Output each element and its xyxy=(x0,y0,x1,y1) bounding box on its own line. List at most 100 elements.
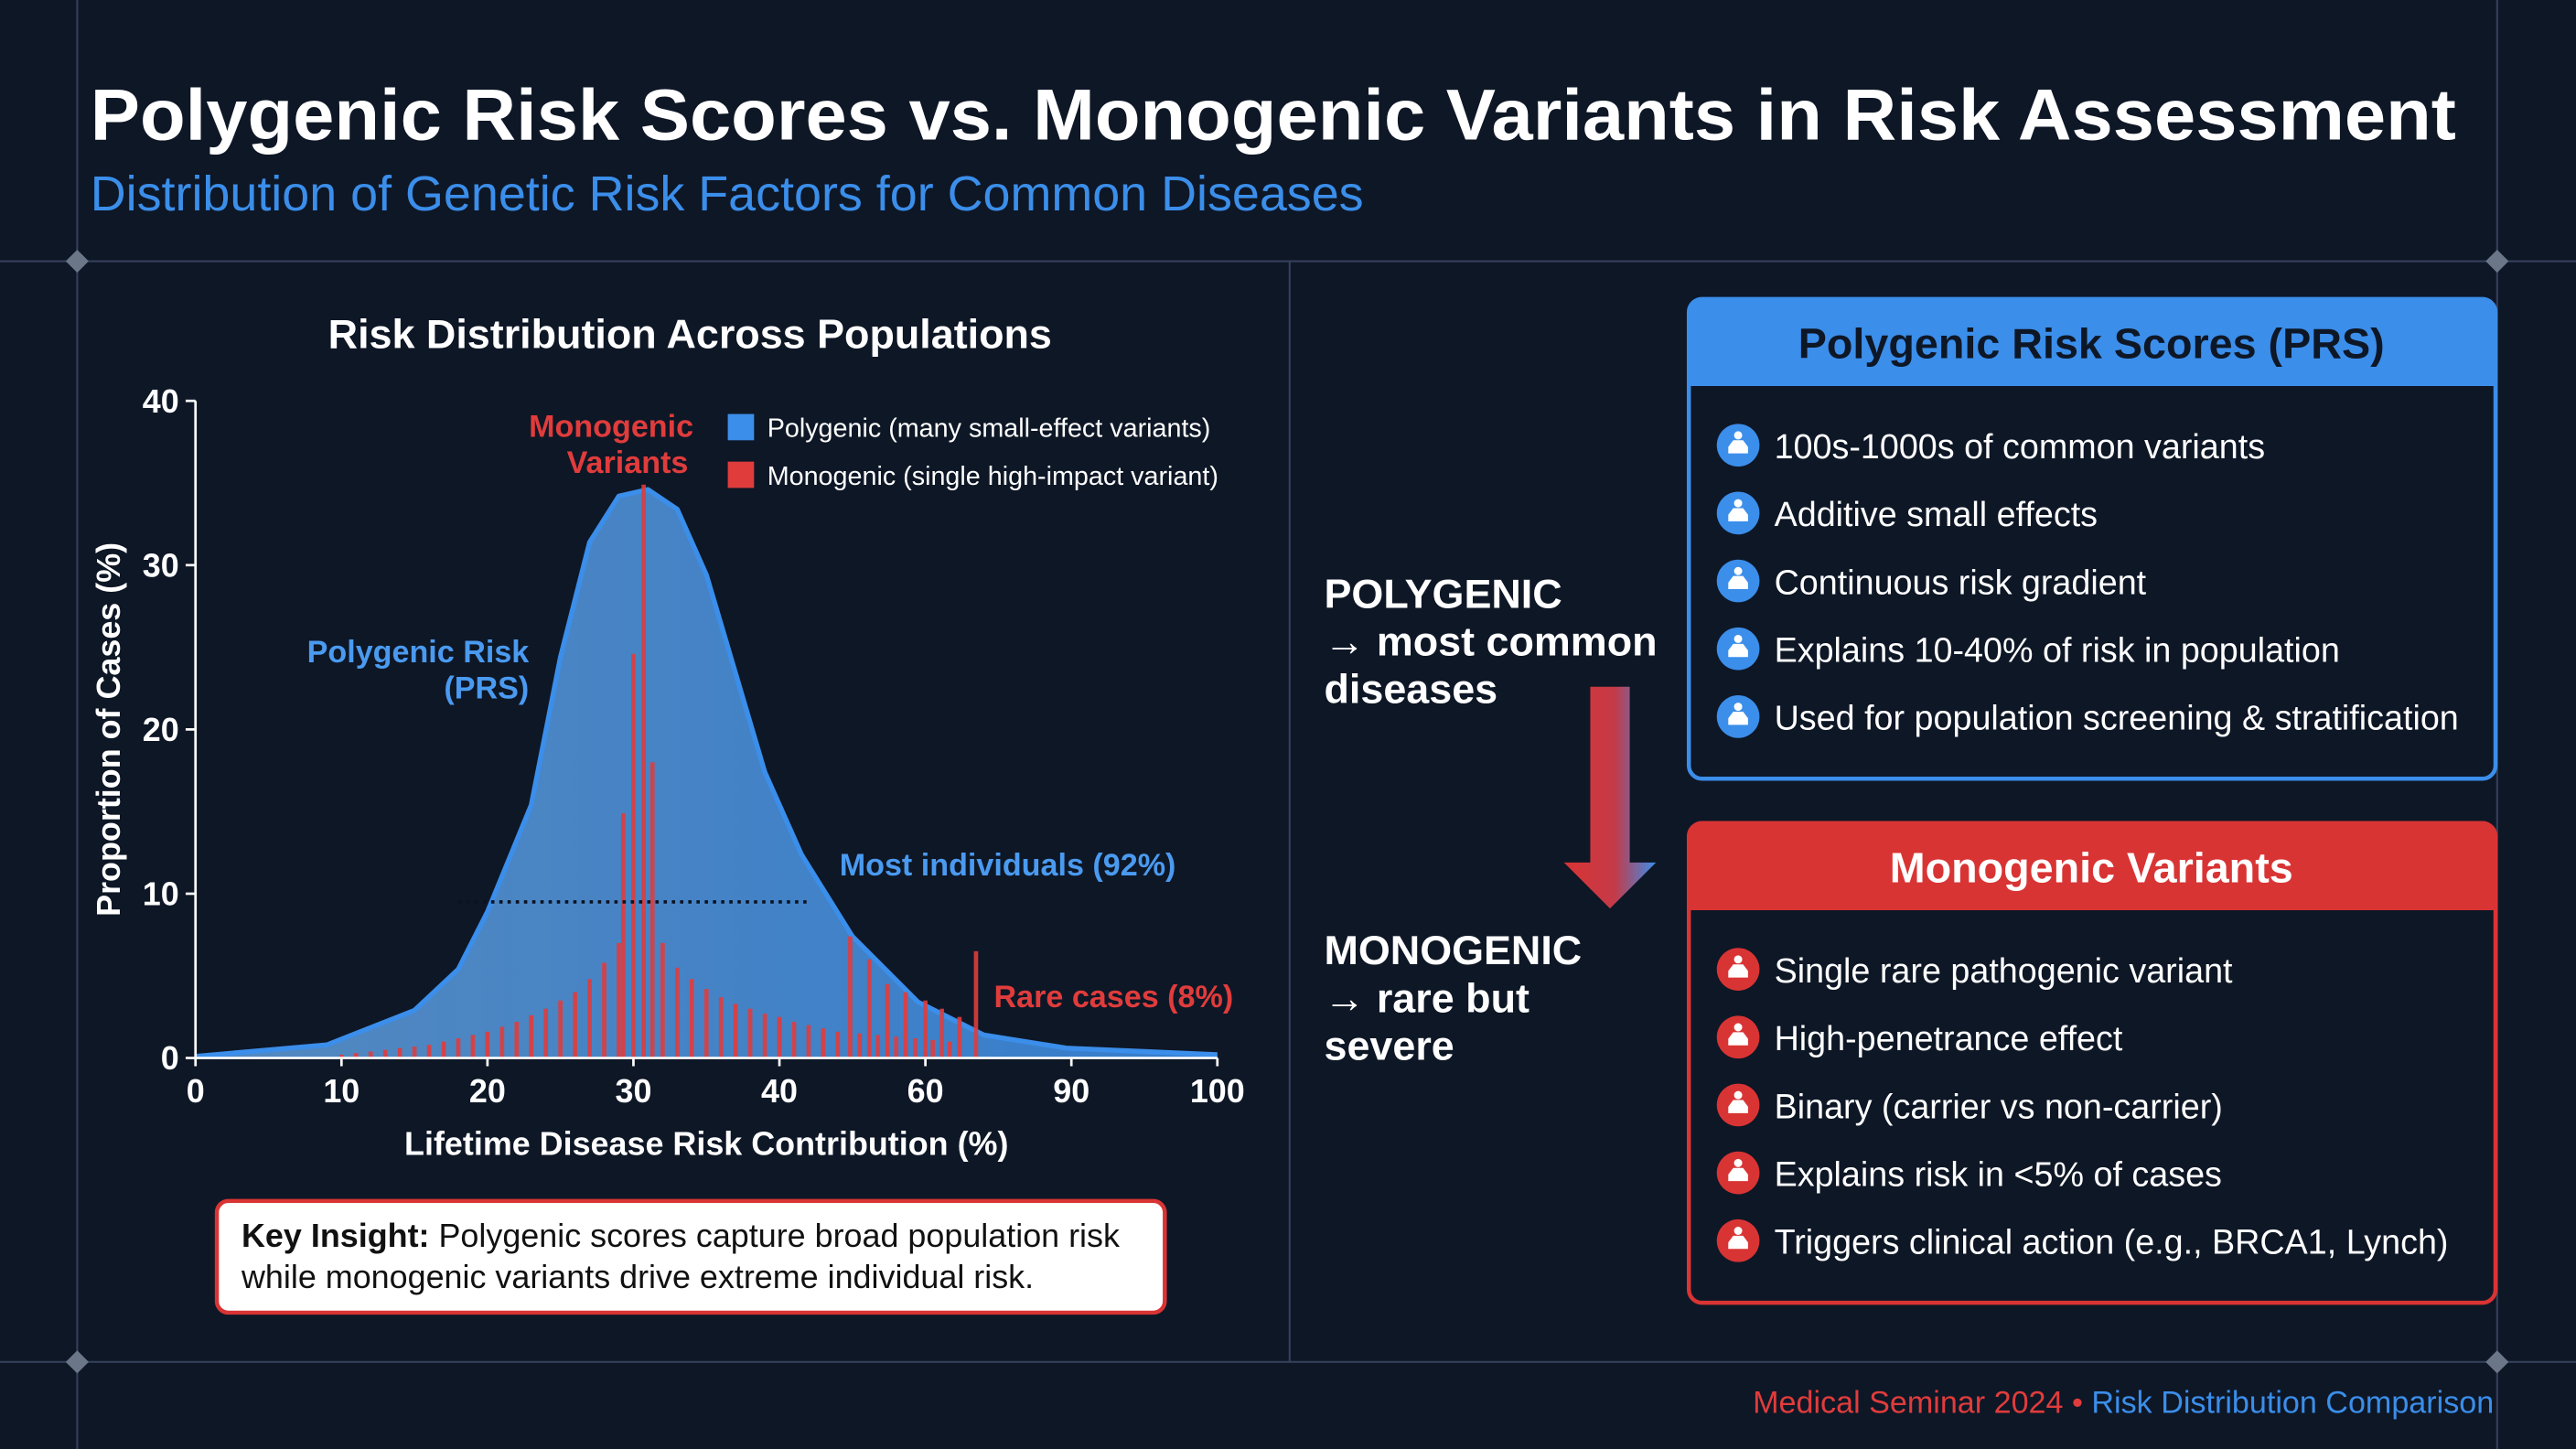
key-insight-text: Polygenic scores capture broad populatio… xyxy=(438,1217,1120,1254)
item-glyph xyxy=(1728,955,1748,978)
bar xyxy=(514,1022,520,1058)
bar xyxy=(835,1031,841,1058)
item-text: Binary (carrier vs non-carrier) xyxy=(1775,1087,2223,1125)
legend-swatch xyxy=(727,413,755,441)
item-glyph xyxy=(1728,1227,1748,1250)
bar xyxy=(368,1051,373,1058)
comparison-text: → most common xyxy=(1325,618,1658,665)
bar xyxy=(857,1033,863,1058)
item-glyph xyxy=(1728,499,1748,521)
y-tick-label: 30 xyxy=(143,546,179,584)
x-tick-label: 100 xyxy=(1190,1072,1245,1110)
y-tick-label: 10 xyxy=(143,875,179,913)
legend-swatch xyxy=(727,461,755,488)
bar xyxy=(631,653,636,1058)
bar xyxy=(848,936,853,1058)
comparison-text: diseases xyxy=(1325,666,1498,713)
bar xyxy=(821,1028,826,1058)
item-glyph xyxy=(1728,1023,1748,1046)
footer-event: Medical Seminar 2024 xyxy=(1753,1385,2063,1420)
item-glyph xyxy=(1728,566,1748,590)
bar xyxy=(718,997,724,1058)
bar xyxy=(947,1041,952,1058)
x-tick-label: 0 xyxy=(187,1072,205,1110)
footer-topic: Risk Distribution Comparison xyxy=(2091,1385,2494,1420)
comparison-text: → rare but xyxy=(1325,974,1530,1021)
bar xyxy=(338,1054,344,1058)
page-title: Polygenic Risk Scores vs. Monogenic Vari… xyxy=(91,74,2456,156)
bar xyxy=(441,1041,446,1058)
item-glyph xyxy=(1728,703,1748,725)
item-text: Explains risk in <5% of cases xyxy=(1775,1154,2222,1193)
key-insight: Key Insight: Polygenic scores capture br… xyxy=(214,1198,1167,1315)
item-glyph xyxy=(1728,1158,1748,1182)
bar xyxy=(470,1035,476,1058)
bar xyxy=(587,979,592,1058)
panels: Polygenic Risk Scores (PRS) 100s-1000s of… xyxy=(1686,296,2498,1305)
item-text: Additive small effects xyxy=(1775,495,2098,533)
footer-separator: • xyxy=(2072,1385,2083,1420)
area xyxy=(195,489,1218,1058)
bar xyxy=(573,992,577,1058)
legend-label: Monogenic (single high-impact variant) xyxy=(767,462,1218,491)
item-glyph xyxy=(1728,431,1748,454)
bar xyxy=(777,1016,782,1058)
panel: Monogenic Variants Single rare pathogenic… xyxy=(1686,821,2498,1305)
bar xyxy=(885,983,890,1058)
bar xyxy=(903,992,908,1058)
panel: Polygenic Risk Scores (PRS) 100s-1000s of… xyxy=(1686,296,2498,781)
x-tick-label: 90 xyxy=(1053,1072,1089,1110)
bar xyxy=(733,1004,738,1058)
comparison-text: severe xyxy=(1325,1022,1454,1068)
annotation: Rare cases (8%) xyxy=(994,980,1234,1014)
x-tick-label: 10 xyxy=(323,1072,360,1110)
bar xyxy=(660,942,665,1058)
item-glyph xyxy=(1728,634,1748,658)
y-tick-label: 20 xyxy=(143,711,179,748)
x-tick-label: 60 xyxy=(907,1072,944,1110)
panel-header xyxy=(1689,822,2496,910)
bar xyxy=(747,1008,753,1058)
panel-title: Polygenic Risk Scores (PRS) xyxy=(1798,320,2385,368)
comparison-text: POLYGENIC xyxy=(1325,570,1562,617)
bar xyxy=(957,1016,962,1058)
annotation: Polygenic Risk xyxy=(307,635,530,670)
bar xyxy=(499,1026,505,1058)
bar xyxy=(939,1008,945,1058)
bar xyxy=(397,1047,402,1058)
item-text: 100s-1000s of common variants xyxy=(1775,427,2266,466)
panel-header xyxy=(1689,298,2496,387)
comparison-text: MONOGENIC xyxy=(1325,927,1583,973)
bar xyxy=(485,1031,490,1058)
bar xyxy=(382,1049,388,1058)
item-glyph xyxy=(1728,1090,1748,1113)
page-subtitle: Distribution of Genetic Risk Factors for… xyxy=(91,166,1364,221)
area-line xyxy=(195,487,1218,1059)
annotation: Monogenic xyxy=(529,410,693,445)
x-tick-label: 20 xyxy=(469,1072,506,1110)
item-text: Single rare pathogenic variant xyxy=(1775,951,2233,990)
panel-title: Monogenic Variants xyxy=(1890,843,2293,891)
bar xyxy=(689,979,694,1058)
chart-title: Risk Distribution Across Populations xyxy=(328,311,1052,358)
item-text: Continuous risk gradient xyxy=(1775,563,2147,601)
bar xyxy=(894,1036,899,1058)
bar xyxy=(426,1045,432,1058)
y-tick-label: 40 xyxy=(143,382,179,420)
item-text: Used for population screening & stratifi… xyxy=(1775,699,2459,737)
legend-label: Polygenic (many small-effect variants) xyxy=(767,414,1211,444)
arrow xyxy=(1563,686,1657,909)
bar xyxy=(558,1000,563,1058)
bar xyxy=(791,1022,797,1058)
bar xyxy=(620,812,626,1058)
y-tick-label: 0 xyxy=(161,1039,179,1077)
x-tick-label: 40 xyxy=(761,1072,798,1110)
bar xyxy=(602,962,606,1058)
bar xyxy=(806,1025,811,1058)
bar xyxy=(412,1046,417,1058)
key-insight-label: Key Insight: xyxy=(242,1217,429,1254)
item-text: Triggers clinical action (e.g., BRCA1, L… xyxy=(1775,1223,2449,1261)
